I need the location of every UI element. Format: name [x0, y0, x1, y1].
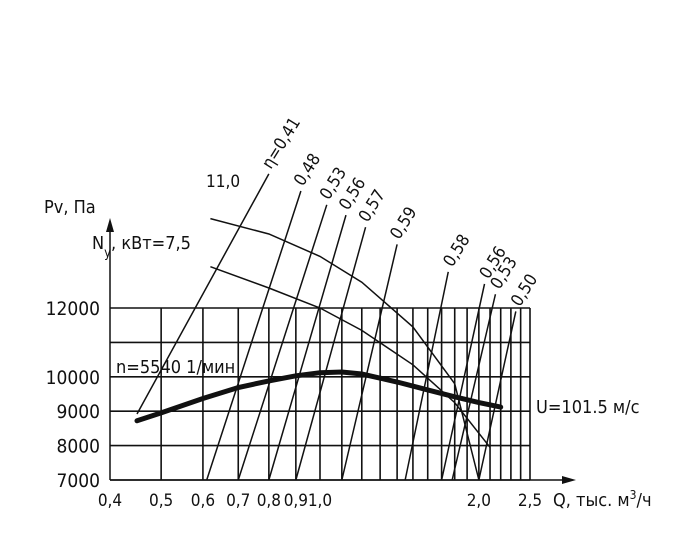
x-tick-label: 0,4 — [98, 491, 122, 511]
x-tick-label: 0,5 — [149, 491, 173, 511]
y-tick-label: 7000 — [57, 470, 101, 492]
x-tick-label: 0,6 — [191, 491, 215, 511]
x-tick-label: 1,0 — [308, 491, 332, 511]
y-tick-label: 10000 — [46, 367, 100, 389]
power-curve — [210, 265, 491, 448]
efficiency-label: 0,48 — [290, 150, 325, 189]
y-tick-label: 12000 — [46, 298, 100, 320]
y-axis-label: Pv, Па — [44, 197, 96, 218]
power-label: Ny, кВт=7,5 — [92, 233, 191, 261]
x-axis-arrow — [562, 476, 576, 484]
x-tick-label: 2,5 — [518, 491, 542, 511]
efficiency-line — [341, 244, 398, 481]
x-tick-label: 0,9 — [284, 491, 308, 511]
power-label-subscript: y — [104, 246, 111, 261]
power-label-symbol: N — [92, 233, 104, 254]
velocity-annotation: U=101.5 м/с — [536, 397, 640, 418]
x-tick-label: 2,0 — [467, 491, 491, 511]
efficiency-label: 0,58 — [440, 231, 475, 270]
efficiency-line — [440, 283, 486, 481]
performance-curve — [134, 369, 504, 424]
efficiency-label: η=0,41 — [258, 114, 305, 173]
efficiency-line — [295, 226, 367, 481]
power-curve-label: 11,0 — [206, 172, 240, 192]
x-axis-label-main: Q, тыс. м — [553, 490, 630, 511]
y-axis-arrow — [106, 218, 114, 232]
speed-annotation: n=5540 1/мин — [116, 357, 235, 378]
x-axis-label-superscript: 3 — [630, 488, 637, 502]
efficiency-label: 0,59 — [386, 204, 421, 243]
efficiency-line — [451, 294, 497, 481]
chart-labels: Pv, Па Q, тыс. м3/ч Ny, кВт=7,5 11,0 n=5… — [44, 172, 652, 511]
x-tick-label: 0,8 — [257, 491, 281, 511]
efficiency-line — [404, 271, 449, 481]
x-axis-label: Q, тыс. м3/ч — [553, 488, 652, 511]
x-tick-label: 0,7 — [226, 491, 250, 511]
efficiency-line — [478, 311, 517, 481]
y-tick-label: 9000 — [57, 401, 101, 423]
chart-axes: 0,4 0,5 0,6 0,7 0,8 0,9 1,0 2,0 2,5 7000 8000 9000 1… — [46, 218, 576, 511]
efficiency-line — [268, 214, 347, 481]
y-tick-label: 8000 — [57, 436, 101, 458]
power-curve — [210, 217, 480, 481]
power-label-suffix: , кВт=7,5 — [111, 233, 191, 254]
efficiency-line — [206, 190, 302, 481]
performance-curve-line — [134, 369, 504, 424]
x-axis-label-suffix: /ч — [637, 490, 652, 511]
efficiency-lines: η=0,410,480,530,560,570,590,58 0,560,530,… — [136, 114, 542, 481]
efficiency-line — [136, 173, 270, 415]
efficiency-line — [237, 204, 328, 481]
